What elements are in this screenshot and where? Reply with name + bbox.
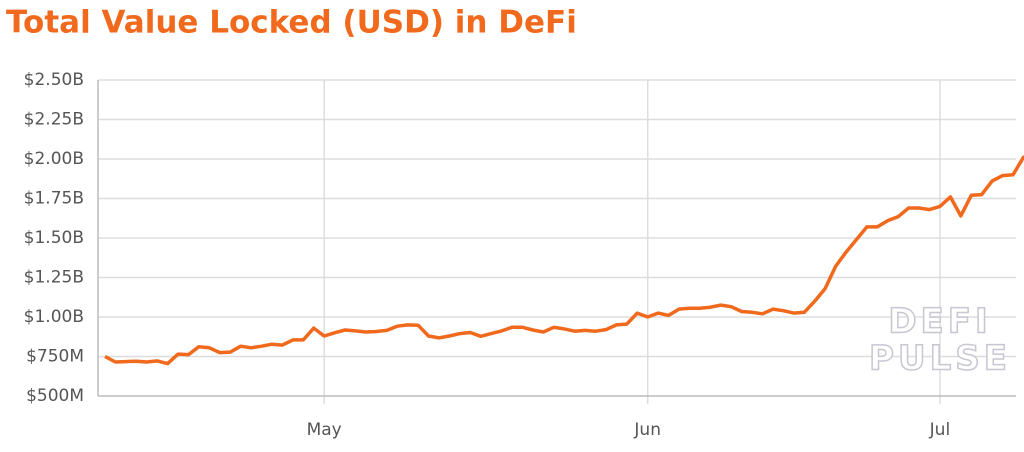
y-tick-label: $1.25B: [24, 268, 84, 288]
x-tick-label: May: [307, 420, 342, 440]
y-tick-label: $2.00B: [24, 149, 84, 169]
x-tick-label: Jul: [929, 420, 951, 440]
y-tick-label: $1.00B: [24, 307, 84, 327]
x-tick-label: Jun: [633, 420, 661, 440]
y-tick-label: $1.50B: [24, 228, 84, 248]
watermark: DEFI: [888, 302, 991, 342]
chart-title: Total Value Locked (USD) in DeFi: [6, 5, 577, 41]
data-line: [104, 155, 1024, 366]
watermark: PULSE: [869, 339, 1011, 379]
y-tick-label: $2.50B: [24, 70, 84, 90]
y-tick-label: $1.75B: [24, 189, 84, 209]
y-tick-label: $500M: [26, 386, 84, 406]
y-tick-label: $750M: [26, 347, 84, 367]
y-tick-label: $2.25B: [24, 110, 84, 130]
